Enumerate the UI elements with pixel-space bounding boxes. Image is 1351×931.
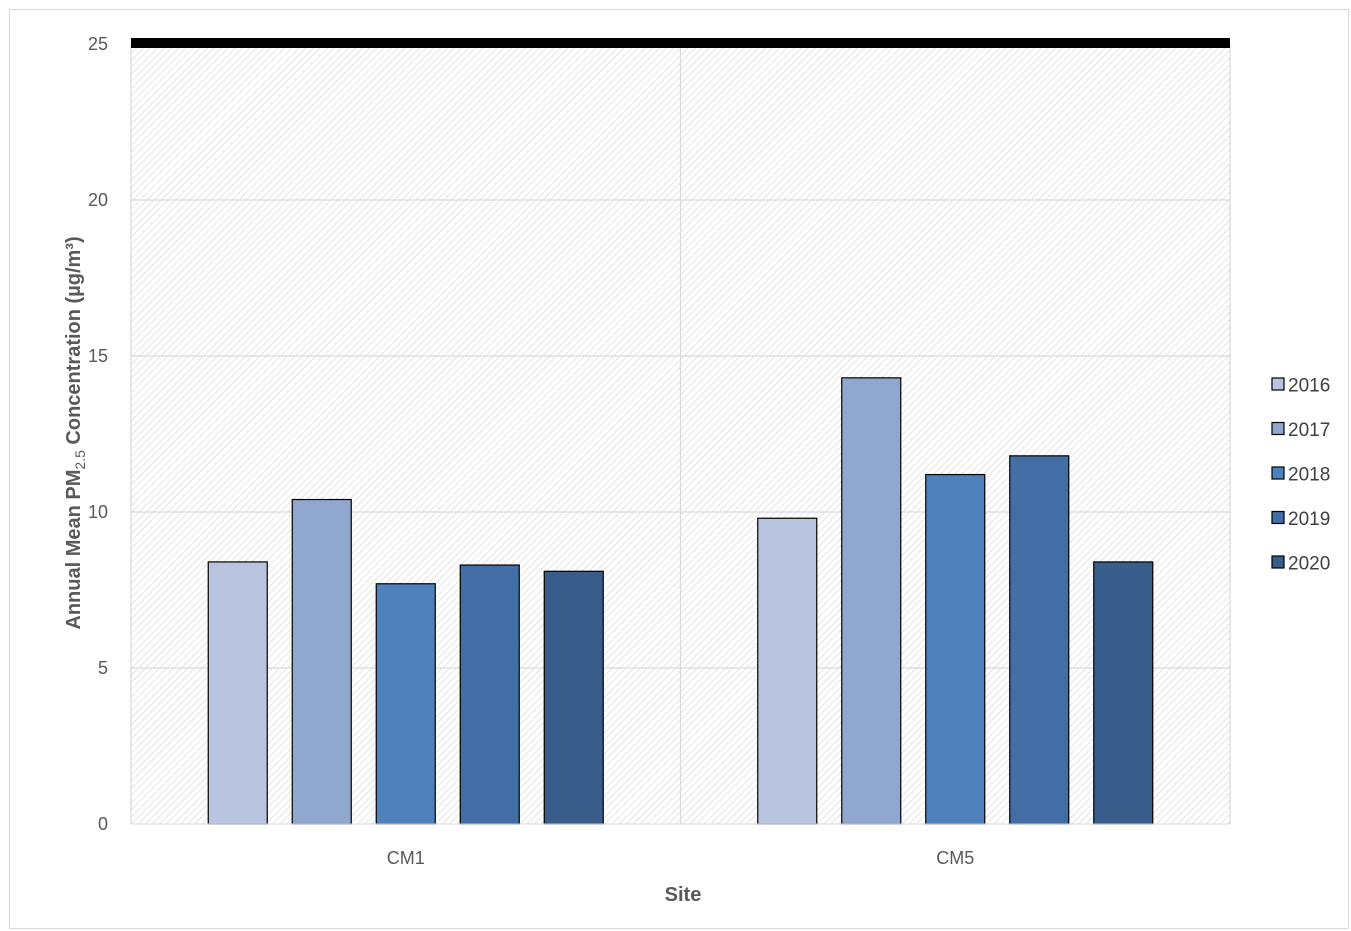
bar-cm5-2016 xyxy=(757,517,818,825)
bar-cm5-2019 xyxy=(1009,455,1070,825)
legend-swatch xyxy=(1271,466,1285,480)
bar-cm1-2018 xyxy=(375,583,436,825)
legend-swatch xyxy=(1271,555,1285,569)
legend-swatch xyxy=(1271,421,1285,436)
y-tick-label: 10 xyxy=(88,502,108,522)
y-axis-title-main: Annual Mean PM xyxy=(63,470,85,630)
legend-label: 2017 xyxy=(1288,420,1330,441)
legend-label: 2020 xyxy=(1288,554,1330,575)
legend-label: 2018 xyxy=(1288,465,1330,486)
y-tick-label: 15 xyxy=(88,346,108,366)
chart-frame xyxy=(9,9,1349,929)
bar-cm5-2020 xyxy=(1093,561,1154,825)
y-axis-title-rest: Concentration (µg/m³) xyxy=(63,236,85,450)
x-axis-categories: CM1 CM5 xyxy=(387,848,975,868)
bar-cm1-2020 xyxy=(543,570,604,825)
bar-cm5-2017 xyxy=(841,377,902,825)
x-axis-title: Site xyxy=(665,884,702,906)
y-axis-ticks: 0 5 10 15 20 25 xyxy=(88,34,108,834)
legend-label: 2016 xyxy=(1288,376,1330,397)
bar-cm1-2017 xyxy=(291,498,352,825)
x-category-label: CM1 xyxy=(387,848,425,868)
bar-cm5-2018 xyxy=(925,473,986,825)
y-tick-label: 5 xyxy=(98,658,108,678)
y-tick-label: 25 xyxy=(88,34,108,54)
bar-cm1-2019 xyxy=(459,564,520,825)
legend-swatch xyxy=(1271,377,1285,391)
legend-swatch xyxy=(1271,510,1285,525)
y-axis-title-subscript: 2.5 xyxy=(72,450,88,470)
y-tick-label: 20 xyxy=(88,190,108,210)
legend: 2016 2017 2018 2019 2020 xyxy=(1271,376,1330,575)
bars xyxy=(207,377,1154,825)
bar-cm1-2016 xyxy=(207,561,268,825)
y-axis-title: Annual Mean PM2.5 Concentration (µg/m³) xyxy=(63,236,88,629)
legend-label: 2019 xyxy=(1288,509,1330,530)
x-category-label: CM5 xyxy=(936,848,974,868)
y-tick-label: 0 xyxy=(98,814,108,834)
